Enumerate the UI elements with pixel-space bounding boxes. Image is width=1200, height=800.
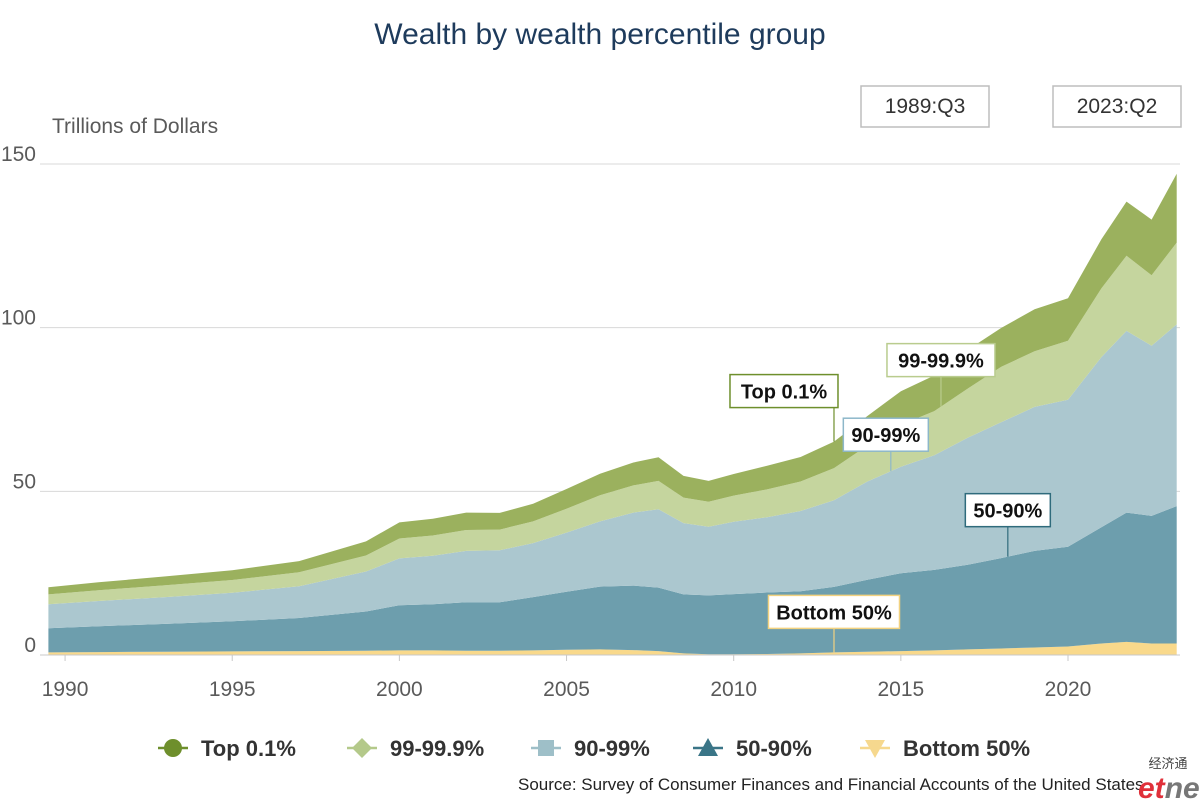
legend-label: Top 0.1% bbox=[201, 736, 296, 761]
range-start-label: 1989:Q3 bbox=[885, 95, 966, 118]
legend-label: Bottom 50% bbox=[903, 736, 1030, 761]
y-tick-label: 50 bbox=[13, 470, 36, 493]
x-tick-label: 2000 bbox=[376, 678, 423, 701]
series-annotations: Top 0.1% 99-99.9% 90-99% 50-90% Bottom 50% bbox=[729, 342, 1052, 653]
legend-marker-circle bbox=[164, 739, 182, 757]
area-90-99[interactable] bbox=[48, 324, 1177, 629]
x-tick-label: 2010 bbox=[710, 678, 757, 701]
range-end-label: 2023:Q2 bbox=[1077, 95, 1158, 118]
x-tick-label: 2020 bbox=[1045, 678, 1092, 701]
y-tick-label: 150 bbox=[1, 143, 36, 166]
legend: Top 0.1% 99-99.9% 90-99% 50-90% Bottom 50% bbox=[158, 736, 1030, 761]
area-bottom-50[interactable] bbox=[48, 641, 1177, 655]
y-tick-label: 0 bbox=[24, 634, 36, 657]
svg-text:50-90%: 50-90% bbox=[973, 501, 1042, 523]
legend-item[interactable]: 90-99% bbox=[531, 736, 650, 761]
y-axis-ticks: 0 50 100 150 bbox=[1, 143, 36, 657]
annotation-90-99[interactable]: 90-99% bbox=[842, 417, 930, 472]
range-start-box[interactable]: 1989:Q3 bbox=[860, 85, 990, 128]
legend-item[interactable]: 50-90% bbox=[693, 736, 812, 761]
legend-marker-triangle bbox=[698, 738, 718, 756]
area-99-99-9[interactable] bbox=[48, 242, 1177, 605]
annotation-99-99-9[interactable]: 99-99.9% bbox=[886, 342, 996, 407]
svg-text:90-99%: 90-99% bbox=[851, 425, 920, 447]
svg-text:Top 0.1%: Top 0.1% bbox=[741, 382, 828, 404]
source-note: Source: Survey of Consumer Finances and … bbox=[518, 775, 1144, 794]
x-axis-ticks: 1990 1995 2000 2005 2010 2015 2020 bbox=[42, 655, 1092, 701]
stacked-areas bbox=[40, 173, 1180, 656]
legend-marker-square bbox=[538, 740, 554, 756]
legend-label: 50-90% bbox=[736, 736, 812, 761]
area-top-0-1[interactable] bbox=[48, 173, 1177, 595]
legend-item[interactable]: Top 0.1% bbox=[158, 736, 296, 761]
legend-marker-triangle-down bbox=[865, 740, 885, 758]
watermark-logo: etnet bbox=[1138, 772, 1200, 800]
svg-text:99-99.9%: 99-99.9% bbox=[898, 351, 984, 373]
svg-text:Bottom 50%: Bottom 50% bbox=[776, 602, 892, 624]
watermark-cn: 经济通 bbox=[1148, 756, 1187, 771]
legend-marker-diamond bbox=[352, 738, 372, 758]
annotation-top-0-1[interactable]: Top 0.1% bbox=[729, 373, 839, 442]
annotation-bottom-50[interactable]: Bottom 50% bbox=[767, 594, 901, 653]
legend-item[interactable]: 99-99.9% bbox=[347, 736, 484, 761]
y-axis-label: Trillions of Dollars bbox=[52, 115, 218, 138]
legend-item[interactable]: Bottom 50% bbox=[860, 736, 1030, 761]
annotation-50-90[interactable]: 50-90% bbox=[964, 492, 1052, 557]
legend-label: 99-99.9% bbox=[390, 736, 484, 761]
x-tick-label: 2005 bbox=[543, 678, 590, 701]
range-end-box[interactable]: 2023:Q2 bbox=[1052, 85, 1182, 128]
y-tick-label: 100 bbox=[1, 307, 36, 330]
x-tick-label: 1990 bbox=[42, 678, 89, 701]
etnet-watermark: 经济通 etnet bbox=[1138, 756, 1200, 800]
x-tick-label: 2015 bbox=[877, 678, 924, 701]
x-tick-label: 1995 bbox=[209, 678, 256, 701]
legend-label: 90-99% bbox=[574, 736, 650, 761]
chart-title: Wealth by wealth percentile group bbox=[374, 18, 825, 51]
